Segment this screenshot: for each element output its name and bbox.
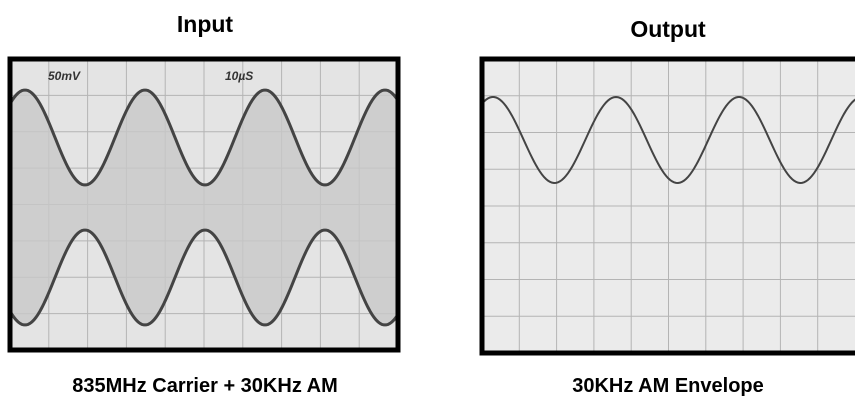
input-scope: 50mV 10µS: [8, 59, 400, 350]
output-title: Output: [630, 16, 706, 42]
input-caption: 835MHz Carrier + 30KHz AM: [72, 375, 337, 397]
output-caption: 30KHz AM Envelope: [572, 375, 764, 397]
input-title: Input: [177, 11, 234, 37]
figure: Input Output 50mV 10µS 835MHz Carrier + …: [0, 0, 855, 403]
output-scope: [480, 59, 855, 353]
time-scale: 10µS: [225, 69, 253, 83]
volt-scale: 50mV: [48, 69, 81, 83]
